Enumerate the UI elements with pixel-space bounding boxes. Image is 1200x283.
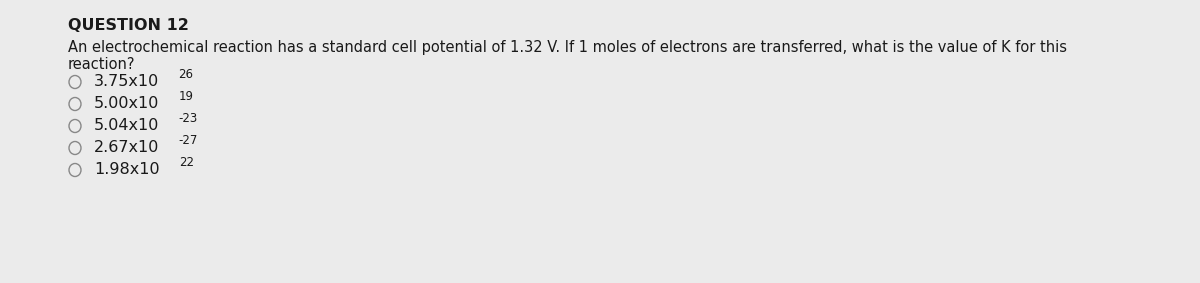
Text: QUESTION 12: QUESTION 12 [68, 18, 188, 33]
Text: 22: 22 [179, 156, 193, 170]
Text: -23: -23 [179, 113, 198, 125]
Text: 19: 19 [179, 91, 193, 104]
Text: 2.67x10: 2.67x10 [94, 140, 160, 155]
Text: 1.98x10: 1.98x10 [94, 162, 160, 177]
Text: reaction?: reaction? [68, 57, 136, 72]
Text: -27: -27 [179, 134, 198, 147]
Text: 5.00x10: 5.00x10 [94, 97, 160, 112]
Text: 3.75x10: 3.75x10 [94, 74, 160, 89]
Text: 5.04x10: 5.04x10 [94, 119, 160, 134]
Text: 26: 26 [178, 68, 193, 82]
Text: An electrochemical reaction has a standard cell potential of 1.32 V. If 1 moles : An electrochemical reaction has a standa… [68, 40, 1067, 55]
